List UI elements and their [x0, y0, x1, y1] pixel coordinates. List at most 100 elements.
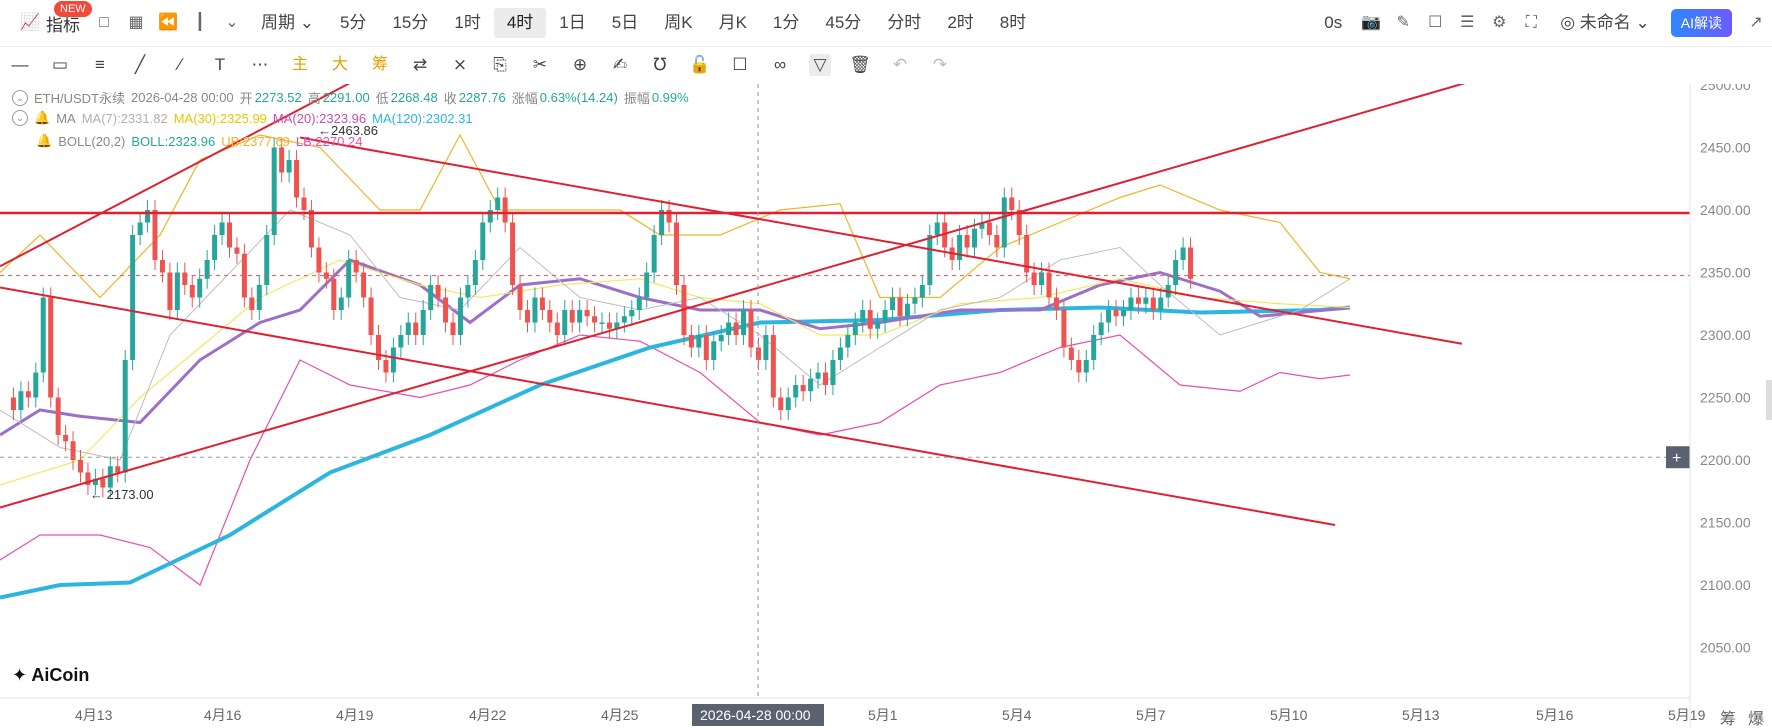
period-dropdown[interactable]: 周期 ⌄ — [261, 13, 314, 32]
tf-5m[interactable]: 5分 — [339, 13, 367, 32]
ma-legend: ⌄ 🔔 MA MA(7):2331.82 MA(30):2325.99 MA(2… — [12, 110, 479, 126]
layout-icon[interactable]: □ — [99, 14, 109, 31]
tf-15m[interactable]: 15分 — [392, 13, 429, 32]
lock-icon[interactable]: 🔓 — [689, 55, 711, 74]
trash-icon[interactable]: 🗑 — [849, 55, 871, 74]
tf-month[interactable]: 月K — [718, 13, 747, 32]
candle-body — [644, 272, 650, 298]
candle-body — [234, 247, 240, 254]
candle-body — [338, 297, 344, 310]
candle-body — [599, 322, 605, 324]
candle-body — [629, 310, 635, 317]
tf-week[interactable]: 周K — [664, 13, 693, 32]
redo-icon[interactable]: ↷ — [932, 55, 948, 74]
candle-body — [294, 160, 300, 198]
filter-icon[interactable]: ▽ — [809, 54, 831, 76]
rewind-icon[interactable]: ⏪ — [158, 14, 178, 31]
x-tick-label: 4月19 — [336, 707, 374, 723]
candle-body — [480, 222, 486, 260]
account-dropdown[interactable]: ◎ 未命名 ⌄ — [1560, 13, 1650, 32]
scrollbar[interactable] — [1766, 380, 1772, 420]
tf-2h[interactable]: 2时 — [947, 13, 974, 32]
zoom-in-icon[interactable]: ⊕ — [572, 55, 588, 74]
candle-body — [867, 310, 873, 329]
candlestick-chart[interactable]: 2397.562347.512202.21+2026-04-28 00:00←2… — [0, 84, 1772, 728]
candle-body — [1098, 322, 1104, 335]
candle-body — [785, 397, 791, 410]
list-icon[interactable]: ☰ — [1460, 14, 1475, 31]
pencil-icon[interactable]: ✎ — [1396, 14, 1410, 31]
x-tick-label: 5月13 — [1402, 707, 1440, 723]
ma20-line — [0, 258, 1351, 437]
candle-body — [264, 235, 270, 285]
text-tool-icon[interactable]: T — [214, 55, 226, 74]
candle-body — [584, 310, 590, 317]
tf-1m[interactable]: 1分 — [772, 13, 800, 32]
candle-body — [934, 222, 940, 235]
y-tick-label: 2250.00 — [1700, 390, 1751, 406]
ray-tool-icon[interactable]: ∕ — [178, 55, 182, 74]
tf-1h[interactable]: 1时 — [454, 13, 481, 32]
candle-body — [592, 316, 598, 323]
hline-tool-icon[interactable]: — — [11, 55, 29, 74]
candle-body — [70, 441, 76, 460]
big-order-tool[interactable]: 大 — [331, 56, 348, 73]
trendline-tool-icon[interactable]: ╱ — [134, 55, 146, 74]
tf-8h[interactable]: 8时 — [999, 13, 1027, 32]
candle-body — [1113, 310, 1119, 317]
link-icon[interactable]: ∞ — [773, 55, 787, 74]
add-chart-icon[interactable]: ☐ — [1428, 14, 1443, 31]
candle-body — [78, 460, 83, 473]
candle-body — [413, 322, 419, 335]
copy-icon[interactable]: ⎘ — [493, 55, 507, 74]
tf-45m[interactable]: 45分 — [825, 13, 862, 32]
boll-bell-icon[interactable]: 🔔 — [36, 133, 53, 148]
magnet-icon[interactable]: ℧ — [653, 55, 667, 74]
candle-body — [1083, 360, 1089, 373]
fullscreen-icon[interactable]: ⛶ — [1525, 14, 1537, 31]
share-icon[interactable]: ↗ — [1749, 14, 1763, 31]
camera-icon[interactable]: 📷 — [1361, 14, 1382, 31]
collapse-ma-icon[interactable]: ⌄ — [12, 110, 28, 126]
chevron-down-icon[interactable]: ⌄ — [225, 14, 239, 31]
main-indicator-tool[interactable]: 主 — [291, 56, 308, 73]
brush-icon[interactable]: ✍ — [612, 55, 628, 74]
ruler-icon[interactable]: ✂ — [532, 55, 548, 74]
channel-tool-icon[interactable]: ≡ — [95, 55, 105, 74]
candle-body — [748, 310, 754, 348]
candle-body — [837, 347, 843, 360]
grid-icon[interactable]: ▦ — [128, 14, 144, 31]
tf-1d[interactable]: 1日 — [559, 13, 586, 32]
candle-body — [107, 466, 113, 488]
candle-body — [346, 260, 352, 298]
measure-icon[interactable]: ⨯ — [452, 55, 468, 74]
candle-body — [457, 297, 463, 335]
tf-timeline[interactable]: 分时 — [887, 13, 922, 32]
more-tools-icon[interactable]: ⋯ — [251, 55, 269, 74]
lb-value: LB:2270.24 — [295, 133, 363, 149]
candle-body — [390, 347, 396, 373]
bell-icon[interactable]: 🔔 — [34, 110, 51, 125]
settings-icon[interactable]: ⚙ — [1492, 14, 1507, 31]
candle-type-icon[interactable]: ┃ — [195, 14, 205, 31]
candle-body — [443, 297, 449, 323]
collapse-icon[interactable]: ⌄ — [12, 89, 28, 106]
indicator-button[interactable]: 📈 指标 NEW — [0, 0, 92, 36]
ma30-value: MA(30):2325.99 — [173, 110, 267, 126]
rect-tool-icon[interactable]: ▭ — [51, 55, 69, 74]
x-tick-label: 5月19 — [1668, 707, 1706, 723]
swap-icon[interactable]: ⇄ — [412, 55, 428, 74]
ai-read-button[interactable]: AI解读 — [1670, 9, 1732, 37]
visibility-icon[interactable]: ☐ — [732, 55, 748, 74]
candle-body — [517, 285, 523, 310]
chip-tool[interactable]: 筹 — [371, 56, 388, 73]
undo-icon[interactable]: ↶ — [892, 55, 908, 74]
candle-body — [33, 372, 39, 398]
legend-datetime: 2026-04-28 00:00 — [131, 90, 234, 105]
aicoin-logo: ✦ AiCoin — [12, 665, 90, 685]
high-value: 2291.00 — [322, 90, 370, 105]
tf-4h[interactable]: 4时 — [493, 8, 547, 38]
candle-body — [189, 285, 195, 298]
tf-5d[interactable]: 5日 — [611, 13, 639, 32]
candle-body — [167, 272, 173, 310]
